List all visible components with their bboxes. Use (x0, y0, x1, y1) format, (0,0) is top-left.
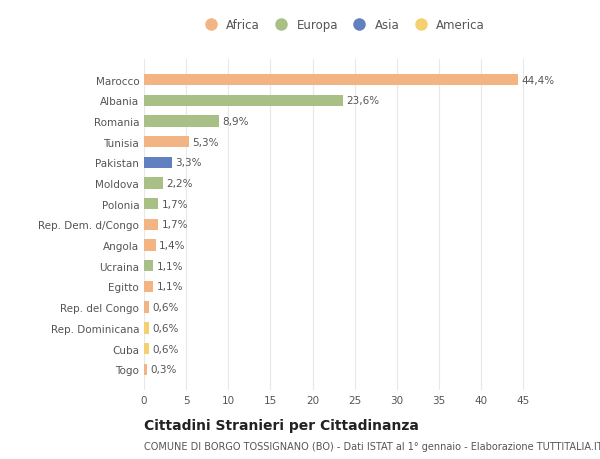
Bar (144, 116, 219, 127)
Bar (144, 219, 158, 230)
Bar (144, 364, 146, 375)
Text: 3,3%: 3,3% (175, 158, 202, 168)
Text: 44,4%: 44,4% (521, 75, 554, 85)
Text: 1,7%: 1,7% (161, 199, 188, 209)
Text: 1,4%: 1,4% (159, 241, 185, 251)
Text: COMUNE DI BORGO TOSSIGNANO (BO) - Dati ISTAT al 1° gennaio - Elaborazione TUTTIT: COMUNE DI BORGO TOSSIGNANO (BO) - Dati I… (144, 441, 600, 451)
Bar (144, 157, 172, 168)
Text: 0,3%: 0,3% (150, 364, 176, 375)
Bar (144, 178, 163, 189)
Bar (144, 343, 149, 354)
Text: 0,6%: 0,6% (152, 323, 179, 333)
Text: 2,2%: 2,2% (166, 179, 193, 189)
Legend: Africa, Europa, Asia, America: Africa, Europa, Asia, America (199, 19, 485, 32)
Bar (144, 302, 149, 313)
Text: 1,1%: 1,1% (157, 282, 183, 292)
Text: 1,7%: 1,7% (161, 220, 188, 230)
Text: 23,6%: 23,6% (346, 96, 379, 106)
Text: Cittadini Stranieri per Cittadinanza: Cittadini Stranieri per Cittadinanza (144, 418, 419, 431)
Bar (144, 323, 149, 334)
Text: 0,6%: 0,6% (152, 302, 179, 313)
Bar (144, 261, 153, 272)
Bar (144, 75, 518, 86)
Bar (144, 281, 153, 292)
Bar (144, 199, 158, 210)
Text: 0,6%: 0,6% (152, 344, 179, 354)
Text: 5,3%: 5,3% (192, 137, 218, 147)
Text: 8,9%: 8,9% (223, 117, 249, 127)
Bar (144, 137, 188, 148)
Bar (144, 95, 343, 106)
Text: 1,1%: 1,1% (157, 261, 183, 271)
Bar (144, 240, 156, 251)
